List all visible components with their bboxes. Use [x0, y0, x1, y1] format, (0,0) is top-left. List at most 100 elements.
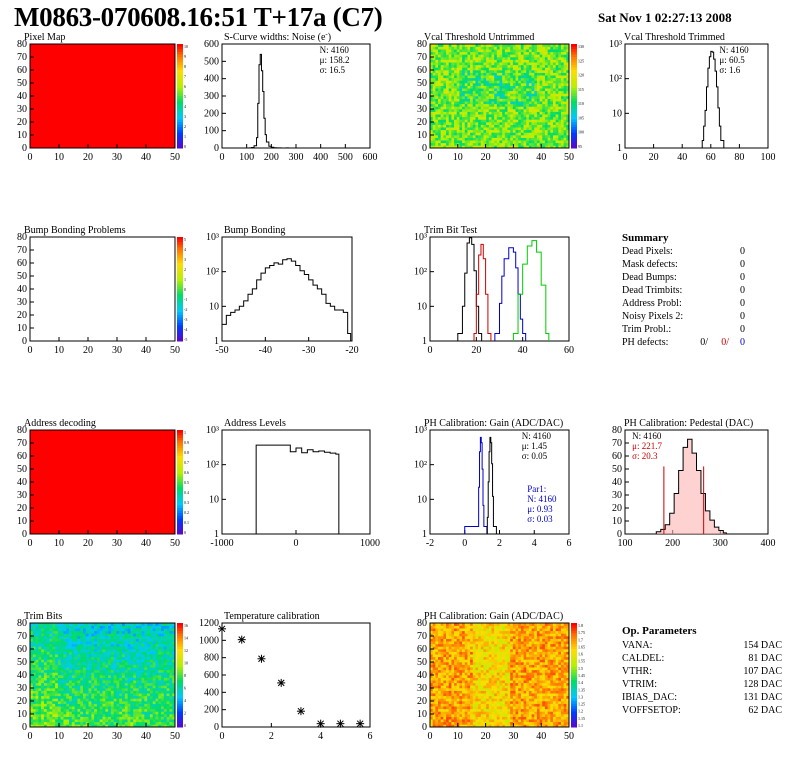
heat-cell: [94, 630, 98, 634]
heat-cell: [504, 62, 508, 66]
heat-cell: [566, 109, 570, 112]
heat-cell: [470, 106, 474, 110]
heat-cell: [52, 649, 56, 652]
heat-cell: [526, 119, 530, 123]
heat-cell: [443, 145, 447, 149]
heat-cell: [149, 675, 153, 678]
heat-cell: [499, 119, 503, 123]
heat-cell: [440, 140, 444, 144]
heat-cell: [94, 643, 98, 647]
heat-cell: [41, 701, 45, 704]
heat-cell: [526, 145, 530, 149]
heat-cell: [152, 695, 156, 699]
heat-cell: [544, 96, 548, 99]
heat-cell: [163, 638, 167, 642]
y-tick-label: 40: [17, 477, 27, 488]
heat-cell: [534, 114, 538, 118]
heat-cell: [141, 719, 145, 723]
heat-cell: [531, 57, 535, 60]
heat-cell: [464, 129, 468, 133]
heat-cell: [432, 46, 436, 50]
heat-cell: [172, 659, 176, 663]
heat-cell: [475, 119, 479, 123]
heat-cell: [552, 119, 556, 123]
heat-cell: [35, 656, 39, 660]
heat-cell: [91, 693, 95, 697]
heat-cell: [558, 122, 562, 125]
heat-cell: [152, 643, 156, 647]
heat-cell: [127, 714, 131, 717]
heat-cell: [446, 77, 450, 81]
heat-cell: [166, 669, 170, 673]
heat-cell: [108, 698, 112, 702]
heat-cell: [35, 724, 39, 728]
heat-cell: [32, 716, 36, 720]
heat-cell: [536, 57, 540, 60]
heat-cell: [435, 129, 439, 133]
panel-title: PH Calibration: Gain (ADC/DAC): [424, 611, 563, 622]
heat-cell: [499, 51, 503, 55]
heat-cell: [161, 633, 165, 637]
heat-cell: [560, 85, 564, 89]
heat-cell: [169, 654, 173, 658]
heat-cell: [502, 80, 506, 84]
heat-cell: [496, 70, 500, 73]
heat-cell: [74, 662, 78, 665]
heat-cell: [459, 80, 463, 84]
heat-cell: [531, 119, 535, 123]
heat-cell: [52, 672, 56, 676]
heat-cell: [480, 77, 484, 81]
heat-cell: [122, 706, 126, 710]
heat-cell: [520, 64, 524, 68]
map-fill: [30, 44, 175, 148]
heat-cell: [60, 633, 64, 637]
heat-cell: [110, 643, 114, 647]
heat-cell: [138, 656, 142, 660]
heat-cell: [46, 714, 50, 717]
heat-cell: [459, 93, 463, 97]
heat-cell: [94, 695, 98, 699]
heat-cell: [88, 675, 92, 678]
heat-cell: [566, 96, 570, 99]
y-tick-label: 80: [17, 232, 27, 243]
heat-cell: [566, 54, 570, 58]
palette-label: 3: [184, 114, 186, 119]
heat-cell: [163, 654, 167, 658]
heat-cell: [69, 698, 73, 702]
heat-cell: [43, 711, 48, 715]
heat-cell: [480, 124, 484, 128]
heat-cell: [464, 59, 468, 63]
palette-label: 10: [184, 44, 188, 49]
hist-series-2: [494, 247, 527, 341]
heat-cell: [43, 685, 48, 689]
palette-label: 2: [184, 124, 186, 129]
heat-cell: [88, 682, 92, 686]
heat-cell: [91, 659, 95, 663]
heat-cell: [155, 646, 159, 650]
palette-cell: [177, 101, 183, 105]
heat-cell: [430, 145, 433, 149]
heat-cell: [438, 124, 441, 128]
heat-cell: [518, 122, 522, 125]
heat-cell: [440, 49, 444, 53]
heat-cell: [96, 706, 101, 710]
heat-cell: [43, 654, 48, 658]
heat-cell: [531, 70, 535, 73]
heat-cell: [520, 145, 524, 149]
heat-cell: [462, 85, 466, 89]
heat-cell: [435, 80, 439, 84]
heat-cell: [518, 90, 522, 94]
heat-cell: [523, 114, 527, 118]
heat-cell: [563, 90, 567, 94]
heat-cell: [99, 680, 103, 684]
x-tick-label: 2: [497, 538, 502, 549]
heat-cell: [133, 698, 137, 702]
heat-cell: [488, 67, 492, 71]
heat-cell: [475, 70, 479, 73]
palette-cell: [177, 286, 183, 290]
heat-cell: [563, 85, 567, 89]
heat-cell: [440, 83, 444, 86]
heat-cell: [46, 649, 50, 652]
x-tick-label: 100: [239, 152, 254, 163]
heat-cell: [566, 93, 570, 97]
